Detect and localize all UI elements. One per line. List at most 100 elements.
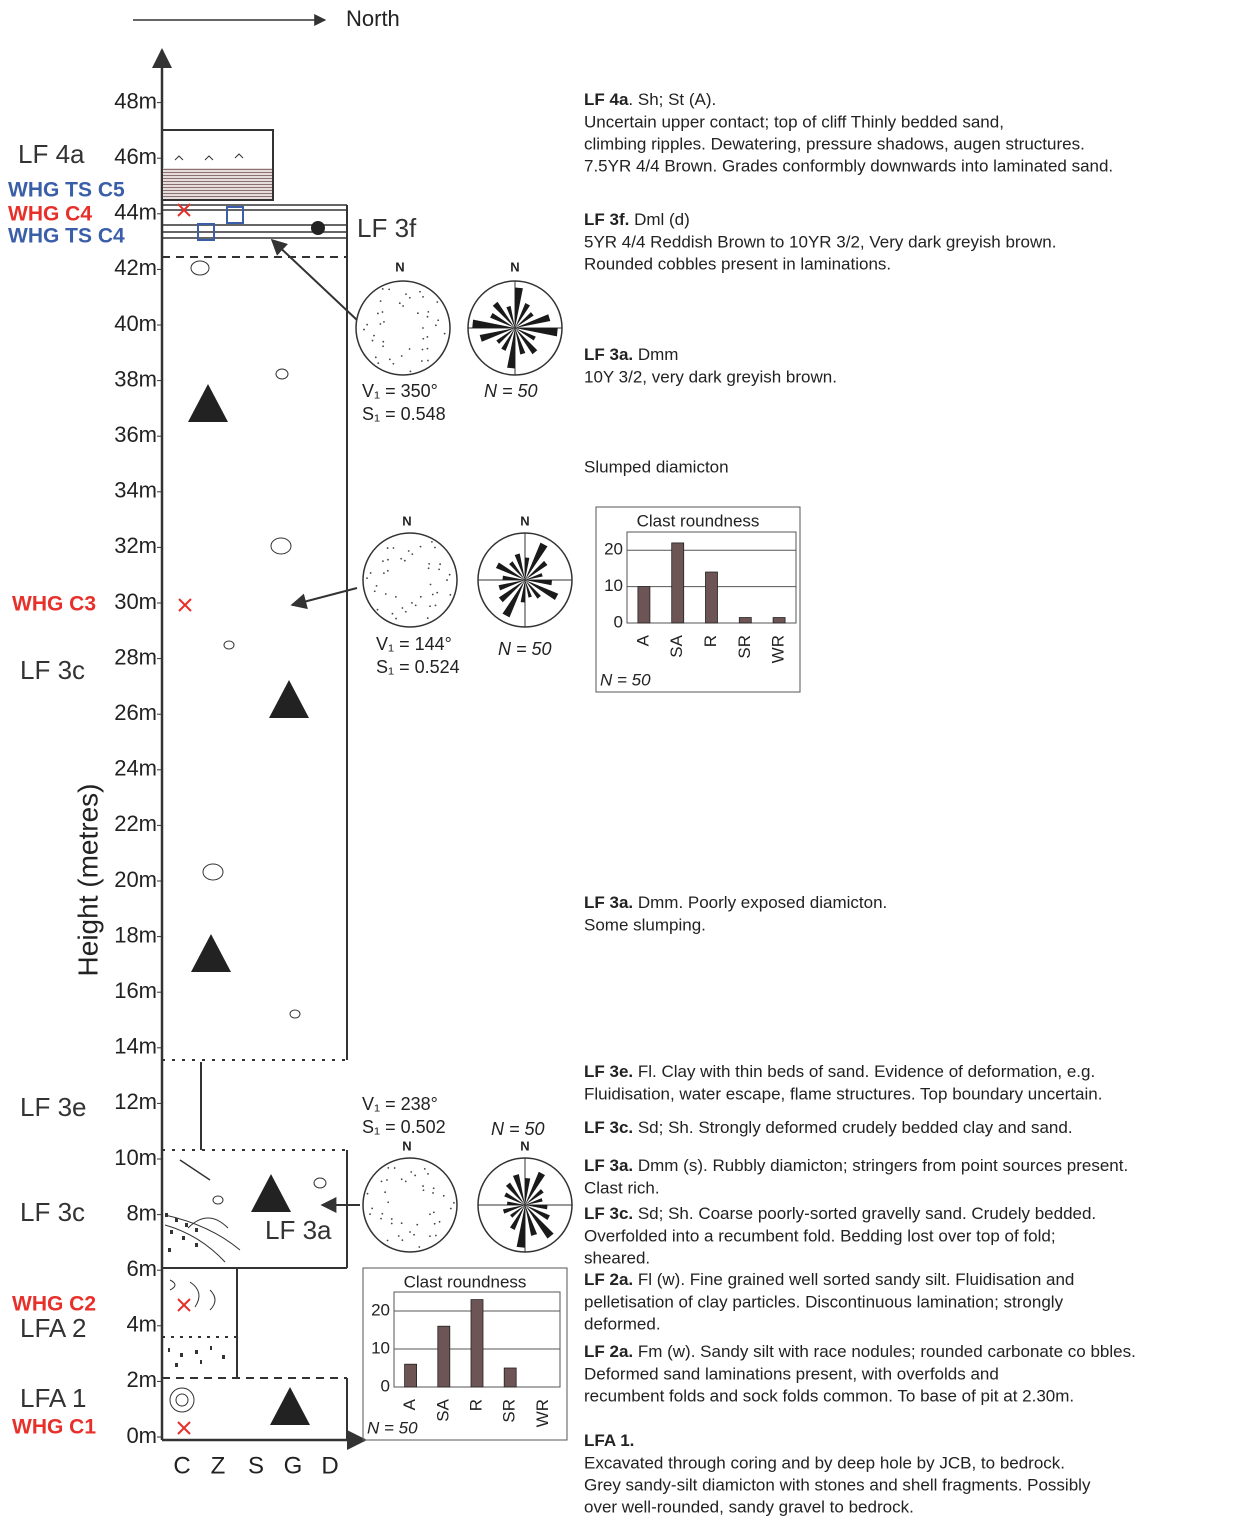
fabric-point <box>404 560 406 562</box>
fabric-point <box>409 297 411 299</box>
fabric-point <box>387 1240 389 1242</box>
fabric-point <box>387 570 389 572</box>
fabric-point <box>431 541 433 543</box>
rose-petals <box>496 543 558 618</box>
description-code: LF 3a. <box>584 1156 633 1175</box>
fabric-point <box>411 602 413 604</box>
fabric-point <box>382 311 384 313</box>
fabric-point <box>410 1171 412 1173</box>
fabric-point <box>376 585 378 587</box>
fabric-point <box>391 1218 393 1220</box>
fabric-point <box>401 355 403 357</box>
description-code: LF 2a. <box>584 1342 633 1361</box>
height-tick-label: 38m <box>114 366 157 391</box>
fabric-point <box>428 567 430 569</box>
x-tick-label: WR <box>533 1399 552 1427</box>
fabric-point <box>423 1189 425 1191</box>
fabric-point <box>392 363 394 365</box>
fabric-point <box>427 316 429 318</box>
fabric-point <box>375 356 377 358</box>
fabric-point <box>421 360 423 362</box>
fabric-point <box>439 563 441 565</box>
y-tick-label: 10 <box>371 1338 390 1357</box>
fabric-point <box>449 574 451 576</box>
unit-label: LFA 1 <box>20 1383 87 1413</box>
x-tick-label: SR <box>500 1399 519 1423</box>
description-code: LF 3e. <box>584 1062 633 1081</box>
description-line: Some slumping. <box>584 915 706 934</box>
fabric-point <box>387 547 389 549</box>
fabric-point <box>429 605 431 607</box>
fabric-point <box>389 358 391 360</box>
fabric-point <box>388 289 390 291</box>
description-line: Excavated through coring and by deep hol… <box>584 1453 1065 1472</box>
fabric-point <box>420 546 422 548</box>
stereonet-north: N <box>395 259 404 274</box>
fabric-point <box>419 291 421 293</box>
fabric-point <box>366 324 368 326</box>
fabric-point <box>446 579 448 581</box>
unit-label: WHG TS C4 <box>8 225 125 248</box>
fabric-point <box>398 1235 400 1237</box>
stereonet <box>356 281 450 375</box>
unit-label: WHG TS C5 <box>8 179 125 202</box>
fabric-point <box>395 618 397 620</box>
description-line: Uncertain upper contact; top of cliff Th… <box>584 112 1004 131</box>
fabric-point <box>371 1208 373 1210</box>
sediment-log: North Height (metres) 0m2m4m6m8m10m12m14… <box>0 0 1248 1519</box>
fabric-point <box>432 1192 434 1194</box>
fabric-point <box>433 1187 435 1189</box>
fabric-point <box>436 592 438 594</box>
unit-label: WHG C4 <box>8 203 92 226</box>
unit-label: LF 3c <box>20 1197 85 1227</box>
unit-label: LF 3a <box>265 1215 332 1245</box>
x-tick-label: R <box>466 1399 485 1411</box>
fabric-point <box>422 338 424 340</box>
fabric-point <box>363 329 365 331</box>
x-tick-label: SA <box>667 634 686 657</box>
description-heading: LF 3a. Dmm <box>584 345 678 364</box>
fabric-point <box>401 1222 403 1224</box>
description-code: LFA 1. <box>584 1431 634 1450</box>
height-tick-label: 36m <box>114 422 157 447</box>
unit-label: WHG C3 <box>12 593 96 616</box>
height-tick-label: 4m <box>126 1312 157 1337</box>
stereonet-north: N <box>402 513 411 528</box>
fabric-n: N = 50 <box>498 639 552 659</box>
stereonet <box>363 533 457 627</box>
fabric-point <box>369 1213 371 1215</box>
grain-size-label: Z <box>211 1452 226 1479</box>
description-code: LF 3f. <box>584 210 629 229</box>
x-tick-label: SA <box>433 1398 452 1421</box>
description-line: Fluidisation, water escape, flame struct… <box>584 1084 1102 1103</box>
fabric-point <box>432 594 434 596</box>
fabric-point <box>438 569 440 571</box>
fabric-point <box>401 1178 403 1180</box>
fabric-point <box>381 1180 383 1182</box>
unit-label: LF 4a <box>18 139 85 169</box>
fabric-point <box>382 288 384 290</box>
height-tick-label: 48m <box>114 88 157 113</box>
height-tick-label: 8m <box>126 1200 157 1225</box>
grain-size-label: C <box>173 1452 190 1479</box>
fabric-point <box>384 1191 386 1193</box>
fabric-point <box>427 311 429 313</box>
fabric-point <box>422 349 424 351</box>
fabric-point <box>430 584 432 586</box>
description-heading: LF 3c. Sd; Sh. Strongly deformed crudely… <box>584 1118 1073 1137</box>
fabric-point <box>382 345 384 347</box>
fabric-point <box>380 1218 382 1220</box>
height-tick-label: 2m <box>126 1367 157 1392</box>
description-line: 5YR 4/4 Reddish Brown to 10YR 3/2, Very … <box>584 232 1056 251</box>
fabric-point <box>437 319 439 321</box>
x-tick-label: SR <box>735 635 754 659</box>
description-code: LF 2a. <box>584 1270 633 1289</box>
north-label: North <box>346 6 400 31</box>
description-line: Deformed sand laminations present, with … <box>584 1364 999 1383</box>
fabric-point <box>427 360 429 362</box>
fabric-point <box>399 302 401 304</box>
unit-label: LF 3c <box>20 655 85 685</box>
height-tick-label: 46m <box>114 144 157 169</box>
rose-north: N <box>510 259 519 274</box>
height-tick-label: 6m <box>126 1256 157 1281</box>
